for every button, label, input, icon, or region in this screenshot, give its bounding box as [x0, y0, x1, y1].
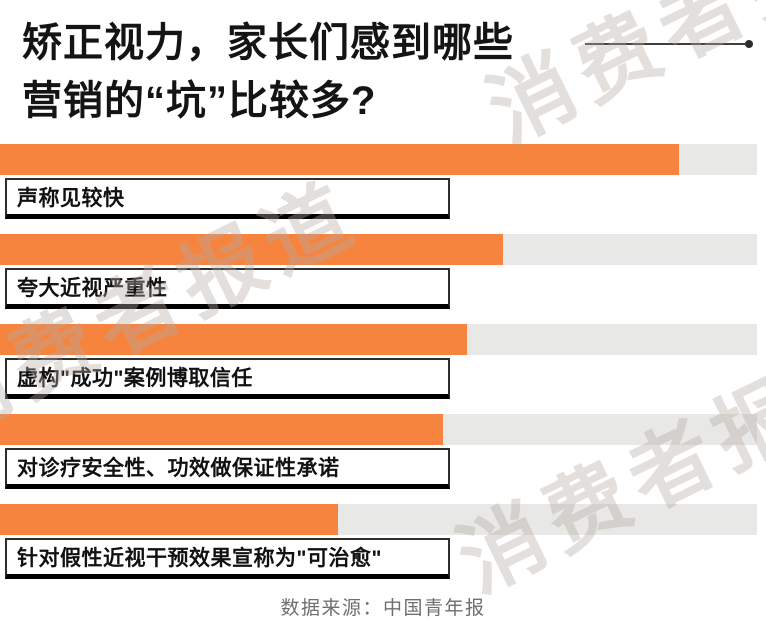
category-label-box: 夸大近视严重性	[5, 268, 450, 309]
bar-fill	[0, 414, 443, 445]
bar-fill	[0, 504, 339, 535]
category-label: 夸大近视严重性	[17, 277, 168, 300]
bar-track	[0, 504, 757, 535]
category-label: 针对假性近视干预效果宣称为"可治愈"	[17, 547, 382, 570]
bar-track	[0, 144, 757, 175]
bar-fill	[0, 144, 680, 175]
data-source-note: 数据来源：中国青年报	[280, 598, 486, 619]
page-title-line2: 营销的“坑”比较多?	[22, 79, 377, 123]
title-pointer-line	[585, 40, 753, 48]
category-label-box: 声称见较快	[5, 178, 450, 219]
category-label-box: 虚构"成功"案例博取信任	[5, 358, 450, 399]
bar-fill	[0, 324, 468, 355]
category-label-box: 针对假性近视干预效果宣称为"可治愈"	[5, 538, 450, 579]
category-label: 虚构"成功"案例博取信任	[17, 367, 253, 390]
page-title: 矫正视力，家长们感到哪些 营销的“坑”比较多?	[22, 14, 514, 130]
category-label: 对诊疗安全性、功效做保证性承诺	[17, 457, 340, 480]
bar-track	[0, 414, 757, 445]
title-pointer-dot	[745, 40, 753, 48]
bar-track	[0, 234, 757, 265]
category-label: 声称见较快	[17, 187, 125, 210]
bar-fill	[0, 234, 503, 265]
page-title-line1: 矫正视力，家长们感到哪些	[22, 21, 514, 65]
category-label-box: 对诊疗安全性、功效做保证性承诺	[5, 448, 450, 489]
bar-track	[0, 324, 757, 355]
